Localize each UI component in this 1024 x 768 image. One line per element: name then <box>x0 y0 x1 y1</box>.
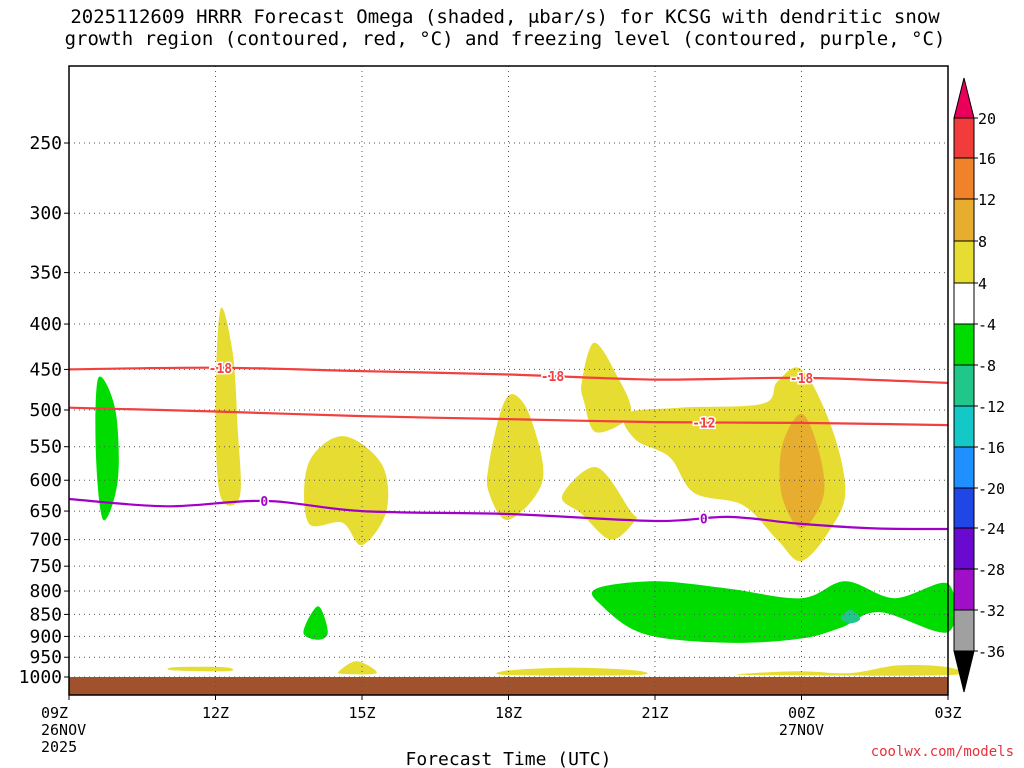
contour-label-0-1: -18 <box>541 370 565 385</box>
omega-region-descent-11 <box>167 666 234 672</box>
omega-region-descent-3 <box>486 394 544 521</box>
y-tick-label-1000: 1000 <box>19 667 62 688</box>
y-tick-label-300: 300 <box>29 203 62 224</box>
y-tick-label-250: 250 <box>29 133 62 154</box>
title-line-2: growth region (contoured, red, °C) and f… <box>64 28 946 50</box>
y-tick-label-800: 800 <box>29 581 62 602</box>
colorbar-label-4: 4 <box>978 275 987 293</box>
colorbar-swatch-10 <box>953 487 975 529</box>
y-tick-label-500: 500 <box>29 400 62 421</box>
y-tick-label-400: 400 <box>29 314 62 335</box>
contour-label-0-2: -18 <box>790 372 814 387</box>
y-tick-label-600: 600 <box>29 470 62 491</box>
colorbar-arrow-top <box>953 77 975 119</box>
omega-region-descent-5 <box>561 467 638 540</box>
contour-line-1 <box>68 406 949 427</box>
y-tick-label-700: 700 <box>29 530 62 551</box>
colorbar-label-9: -20 <box>978 480 1005 498</box>
colorbar-label-5: -4 <box>978 316 996 334</box>
y-tick-label-950: 950 <box>29 647 62 668</box>
colorbar-swatch-2 <box>953 157 975 200</box>
y-tick-label-350: 350 <box>29 263 62 284</box>
contour-layer: -18 -18 -18 -12 0 0 <box>68 360 949 531</box>
omega-region-ascent-9 <box>840 609 861 624</box>
omega-region-descent-12 <box>338 661 377 675</box>
title-line-1: 2025112609 HRRR Forecast Omega (shaded, … <box>70 6 940 28</box>
contour-line-2 <box>68 497 949 531</box>
colorbar-swatch-7 <box>953 364 975 407</box>
contour-label-1-0: -12 <box>692 416 715 431</box>
colorbar-swatch-5 <box>953 282 975 325</box>
x-tick-label-26nov: 26NOV <box>41 721 86 739</box>
colorbar-label-12: -32 <box>978 602 1005 620</box>
colorbar-label-6: -8 <box>978 357 996 375</box>
colorbar-label-10: -24 <box>978 520 1005 538</box>
credit-text: coolwx.com/models <box>870 744 1014 760</box>
omega-region-descent-13 <box>496 667 648 676</box>
contour-label-0-0: -18 <box>209 362 233 377</box>
y-tick-label-750: 750 <box>29 556 62 577</box>
colorbar-swatch-13 <box>953 609 975 652</box>
omega-region-ascent-0 <box>95 376 119 521</box>
x-tick-label-03z: 03Z <box>934 704 961 722</box>
colorbar-label-13: -36 <box>978 643 1005 661</box>
x-tick-label-12z: 12Z <box>202 704 229 722</box>
x-tick-label-15z: 15Z <box>348 704 375 722</box>
omega-region-descent-1 <box>215 307 241 506</box>
x-tick-label-18z: 18Z <box>495 704 522 722</box>
x-tick-label-2025: 2025 <box>41 738 77 756</box>
colorbar-label-3: 8 <box>978 233 987 251</box>
x-tick-label-09z: 09Z <box>41 704 68 722</box>
y-tick-label-650: 650 <box>29 501 62 522</box>
y-tick-label-450: 450 <box>29 359 62 380</box>
chart-title: 2025112609 HRRR Forecast Omega (shaded, … <box>0 6 1010 50</box>
x-tick-label-27nov: 27NOV <box>779 721 824 739</box>
colorbar-swatch-9 <box>953 446 975 489</box>
omega-region-ascent-10 <box>303 606 328 640</box>
x-tick-label-21z: 21Z <box>641 704 668 722</box>
colorbar-arrow-bottom <box>953 650 975 693</box>
colorbar-swatch-1 <box>953 117 975 159</box>
contour-label-2-0: 0 <box>260 495 268 510</box>
colorbar-label-2: 12 <box>978 191 996 209</box>
colorbar-swatch-12 <box>953 568 975 611</box>
omega-region-descent-14 <box>736 664 965 676</box>
y-tick-label-900: 900 <box>29 626 62 647</box>
colorbar-swatch-11 <box>953 527 975 570</box>
colorbar: 20 16 12 8 4 -4 -8 -12 -16 -20 -24 -28 -32 -36 <box>953 77 1005 693</box>
colorbar-label-7: -12 <box>978 398 1005 416</box>
contour-line-0 <box>68 366 949 384</box>
omega-region-ascent-8 <box>591 581 956 643</box>
colorbar-swatch-3 <box>953 198 975 242</box>
x-tick-label-00z: 00Z <box>788 704 815 722</box>
omega-region-descent-4 <box>581 342 632 433</box>
y-tick-label-850: 850 <box>29 604 62 625</box>
colorbar-label-11: -28 <box>978 561 1005 579</box>
colorbar-swatch-8 <box>953 405 975 448</box>
colorbar-label-8: -16 <box>978 439 1005 457</box>
colorbar-swatch-6 <box>953 323 975 366</box>
y-tick-label-550: 550 <box>29 437 62 458</box>
contour-label-2-1: 0 <box>700 512 708 527</box>
colorbar-label-0: 20 <box>978 110 996 128</box>
colorbar-swatch-4 <box>953 240 975 284</box>
x-axis-label: Forecast Time (UTC) <box>406 749 612 768</box>
colorbar-label-1: 16 <box>978 150 996 168</box>
omega-region-descent-2 <box>304 436 389 546</box>
y-axis: 2503003504004505005506006507007508008509… <box>19 133 69 688</box>
